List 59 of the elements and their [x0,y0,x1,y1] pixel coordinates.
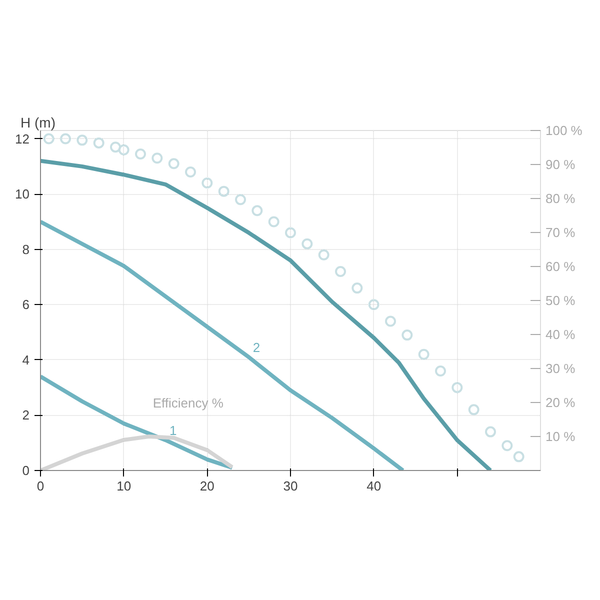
line-series [40,158,492,470]
point [43,133,54,144]
y2-tick-label: 60 % [546,259,576,274]
point [402,330,413,341]
text: Efficiency % [152,396,224,410]
y2-tick-label: 50 % [546,293,576,308]
x-tick-label: 10 [116,478,132,494]
point [468,404,480,416]
point [152,152,163,164]
y2-tick-label: 10 % [546,429,576,444]
point [335,266,346,277]
point [252,205,263,216]
point [285,227,296,238]
point [502,440,513,452]
line-series [40,374,234,470]
point [118,144,130,156]
point [110,142,121,153]
y2-tick-label: 40 % [546,327,576,342]
x-tick-label: 40 [366,478,382,494]
x-tick-label: 30 [283,478,298,494]
y-tick-label: 4 [22,352,30,368]
point [268,216,280,228]
point [352,282,363,294]
point [235,194,246,206]
y2-tick-label: 80 % [546,191,576,206]
y-axis-title: H (m) [20,114,56,130]
y-tick-label: 8 [22,242,30,257]
line-series [40,220,405,470]
point [202,178,213,189]
y-tick-label: 12 [15,131,30,146]
point [418,348,430,360]
point [218,186,230,197]
y-tick-label: 2 [22,408,30,423]
point [485,426,496,438]
y-tick-label: 10 [15,186,30,202]
series-label: 2 [252,340,260,356]
point [318,249,330,260]
point [135,148,146,160]
y-tick-label: 6 [22,297,30,312]
y2-tick-label: 100 % [546,123,583,138]
point [302,238,313,250]
point [168,158,180,170]
x-tick-label: 20 [200,478,214,494]
y-tick-label: 0 [22,463,30,478]
series-label: 1 [170,423,177,438]
point [76,134,88,146]
point [185,166,196,178]
point [435,365,446,376]
y2-tick-label: 70 % [546,225,576,240]
point [60,133,71,144]
x-tick-label: 0 [36,478,44,494]
point [385,316,396,327]
y2-tick-label: 20 % [546,395,576,410]
point [93,137,104,148]
y2-tick-label: 90 % [546,157,576,172]
point [513,451,524,462]
y2-tick-label: 30 % [546,361,576,376]
point [368,299,380,310]
point [452,382,463,394]
